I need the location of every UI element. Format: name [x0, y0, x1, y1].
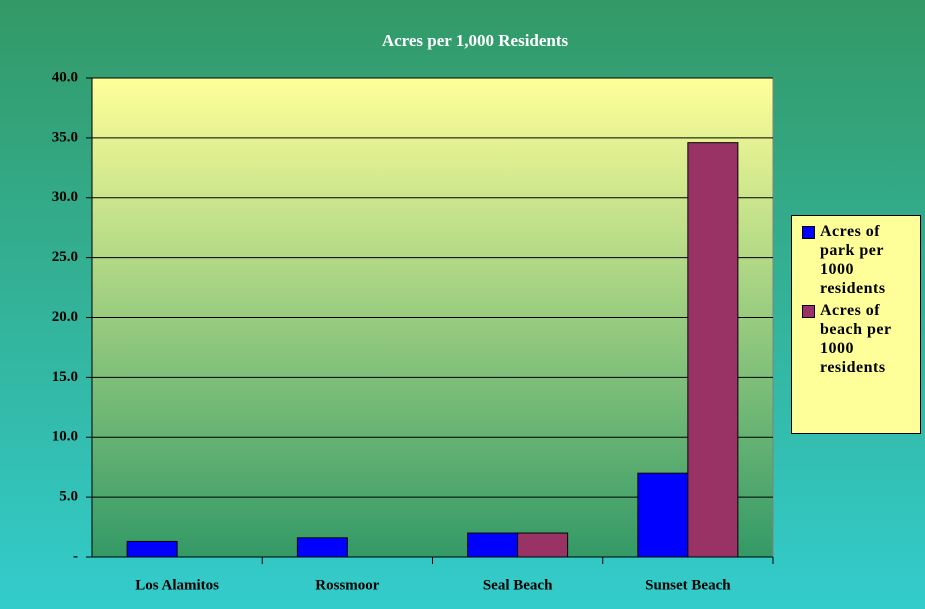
- bar: [467, 532, 519, 558]
- x-tick-label: Sunset Beach: [645, 577, 731, 593]
- legend-entry: Acres of beach per 1000 residents: [802, 301, 916, 377]
- legend: Acres of park per 1000 residents Acres of…: [791, 215, 921, 434]
- bar: [687, 142, 739, 558]
- y-tick-label: 25.0: [52, 249, 78, 265]
- y-tick-label: -: [73, 548, 78, 564]
- x-tick-label: Rossmoor: [315, 577, 380, 593]
- y-tick-label: 10.0: [52, 429, 78, 445]
- y-tick-label: 35.0: [52, 129, 78, 145]
- y-tick-label: 15.0: [52, 369, 78, 385]
- x-tick-label: Seal Beach: [483, 577, 553, 593]
- y-tick-label: 20.0: [52, 309, 78, 325]
- legend-swatch: [802, 305, 815, 318]
- y-tick-label: 40.0: [52, 69, 78, 85]
- bar: [637, 472, 689, 558]
- y-tick-label: 30.0: [52, 189, 78, 205]
- bar: [126, 540, 178, 558]
- x-tick-label: Los Alamitos: [135, 577, 219, 593]
- bar: [296, 537, 348, 558]
- legend-entry: Acres of park per 1000 residents: [802, 222, 916, 298]
- y-tick-label: 5.0: [59, 489, 78, 505]
- legend-swatch: [802, 226, 815, 239]
- chart-title: Acres per 1,000 Residents: [382, 31, 569, 50]
- legend-label: Acres of park per 1000 residents: [820, 223, 886, 297]
- bar: [517, 532, 569, 558]
- legend-label: Acres of beach per 1000 residents: [820, 302, 892, 376]
